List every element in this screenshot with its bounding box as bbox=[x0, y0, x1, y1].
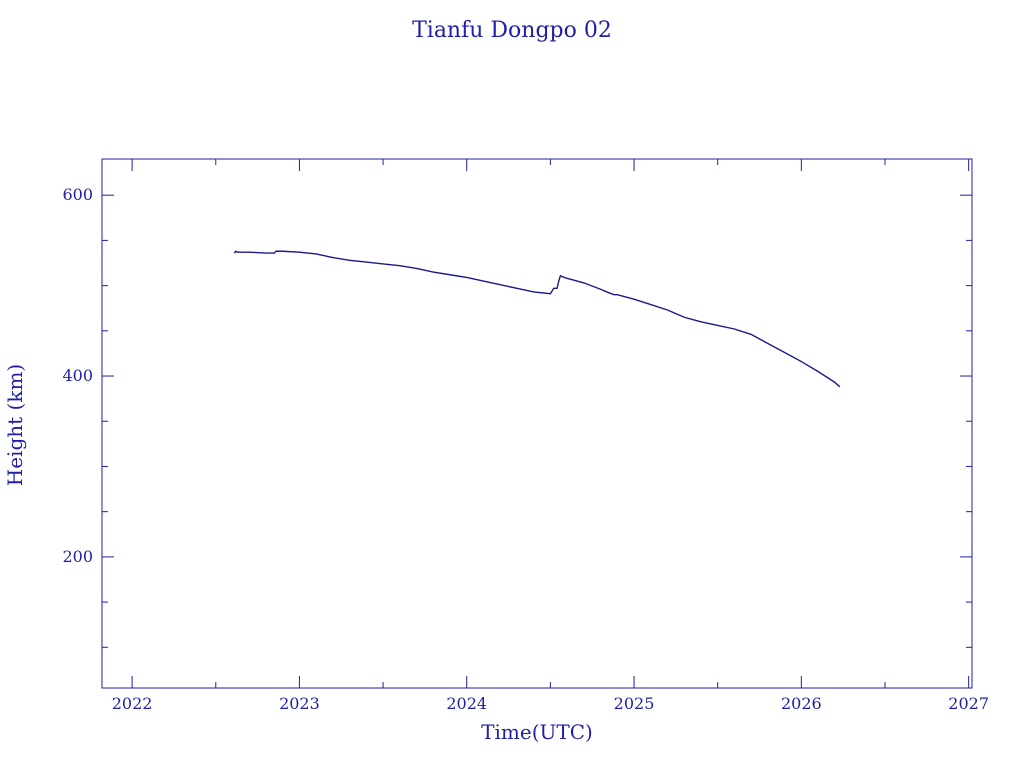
x-tick-label: 2022 bbox=[112, 694, 153, 713]
y-tick-label: 600 bbox=[62, 185, 93, 204]
x-axis-ticks: 2022 2023 2024 2025 2026 2027 bbox=[112, 159, 989, 713]
plot-frame bbox=[101, 158, 973, 689]
x-tick-label: 2027 bbox=[948, 694, 989, 713]
x-tick-label: 2024 bbox=[446, 694, 487, 713]
y-tick-label: 200 bbox=[62, 547, 93, 566]
x-tick-label: 2023 bbox=[279, 694, 320, 713]
x-axis-label: Time(UTC) bbox=[481, 720, 593, 744]
height-series-line bbox=[233, 250, 841, 388]
y-tick-label: 400 bbox=[62, 366, 93, 385]
x-tick-label: 2026 bbox=[781, 694, 822, 713]
y-axis-ticks: 200 400 600 bbox=[62, 185, 972, 648]
x-tick-label: 2025 bbox=[614, 694, 655, 713]
chart-title: Tianfu Dongpo 02 bbox=[412, 18, 612, 43]
y-axis-label: Height (km) bbox=[3, 364, 27, 486]
